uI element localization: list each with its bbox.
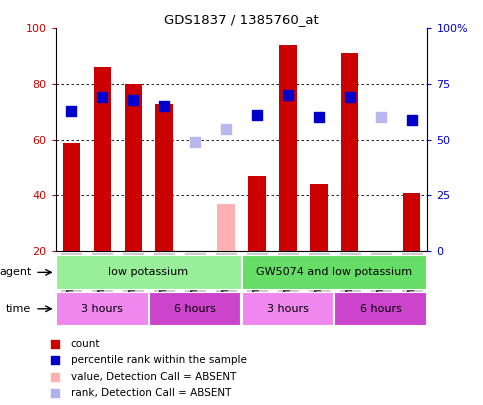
Bar [56,255,242,290]
Point [98,94,106,100]
Bar [62,143,80,251]
Bar [156,104,172,251]
Point [52,390,59,396]
Point [67,107,75,114]
Text: 3 hours: 3 hours [267,304,309,314]
Bar [341,53,358,251]
Text: 6 hours: 6 hours [360,304,402,314]
Point [377,114,385,121]
Point [253,112,261,118]
Bar [217,204,235,251]
Bar [403,193,421,251]
Bar [334,292,427,326]
Text: 3 hours: 3 hours [81,304,123,314]
Bar [242,292,334,326]
Point [222,126,230,132]
Bar [280,45,297,251]
Text: count: count [71,339,100,349]
Text: low potassium: low potassium [109,267,188,277]
Point [52,357,59,363]
Text: 6 hours: 6 hours [174,304,216,314]
Text: percentile rank within the sample: percentile rank within the sample [71,355,246,365]
Point [284,92,292,98]
Bar [56,292,149,326]
Point [315,114,323,121]
Text: value, Detection Call = ABSENT: value, Detection Call = ABSENT [71,371,236,382]
Point [52,340,59,347]
Point [52,373,59,380]
Text: agent: agent [0,267,31,277]
Text: rank, Detection Call = ABSENT: rank, Detection Call = ABSENT [71,388,231,398]
Point [160,103,168,109]
Point [346,94,354,100]
Text: time: time [6,304,31,314]
Bar [94,67,111,251]
Bar [311,184,327,251]
Title: GDS1837 / 1385760_at: GDS1837 / 1385760_at [164,13,319,26]
Bar [242,255,427,290]
Point [129,96,137,103]
Point [191,139,199,145]
Text: GW5074 and low potassium: GW5074 and low potassium [256,267,412,277]
Point [408,116,416,123]
Bar [248,176,266,251]
Bar [125,84,142,251]
Bar [149,292,242,326]
